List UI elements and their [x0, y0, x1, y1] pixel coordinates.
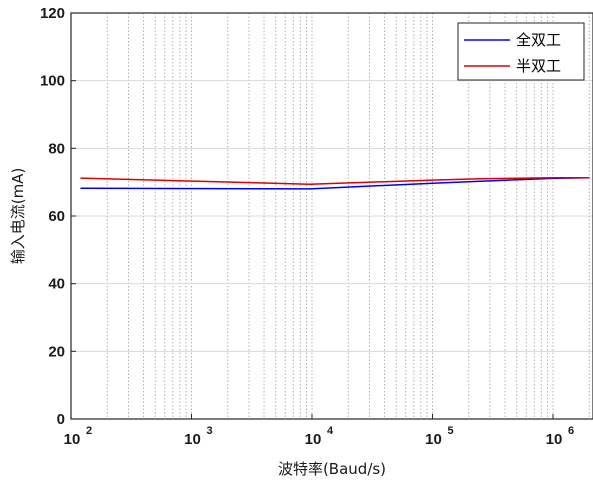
x-tick-label: 10	[64, 431, 81, 448]
x-axis-label: 波特率(Baud/s)	[278, 460, 386, 478]
y-tick-label: 0	[57, 411, 65, 428]
x-tick-label: 10	[184, 431, 201, 448]
legend-label-half-duplex: 半双工	[516, 57, 561, 75]
series-lines	[80, 177, 590, 190]
x-tick-label-exponent: 5	[447, 425, 453, 437]
y-tick-label: 60	[48, 208, 65, 225]
x-tick-label: 10	[305, 431, 322, 448]
y-tick-label: 40	[48, 276, 65, 293]
x-tick-label-exponent: 6	[568, 425, 574, 437]
legend-box	[457, 22, 585, 81]
x-tick-label: 10	[425, 431, 442, 448]
y-tick-label: 80	[48, 140, 65, 157]
y-tick-label: 100	[40, 73, 65, 90]
legend-label-full-duplex: 全双工	[516, 31, 561, 49]
x-tick-label: 10	[546, 431, 563, 448]
grid-lines	[71, 13, 593, 419]
x-tick-label-exponent: 4	[327, 425, 334, 437]
legend: 全双工 半双工	[457, 22, 585, 81]
axis-ticks: 0 20 40 60 80 100 120 10 2 10 3 10 4 10 5 10 6	[40, 5, 574, 448]
y-tick-label: 120	[40, 5, 65, 22]
y-tick-label: 20	[48, 343, 65, 360]
series-line-half-duplex	[80, 177, 590, 185]
x-tick-label-exponent: 2	[86, 425, 92, 437]
x-tick-label-exponent: 3	[206, 425, 212, 437]
y-axis-label: 输入电流(mA)	[9, 168, 27, 265]
